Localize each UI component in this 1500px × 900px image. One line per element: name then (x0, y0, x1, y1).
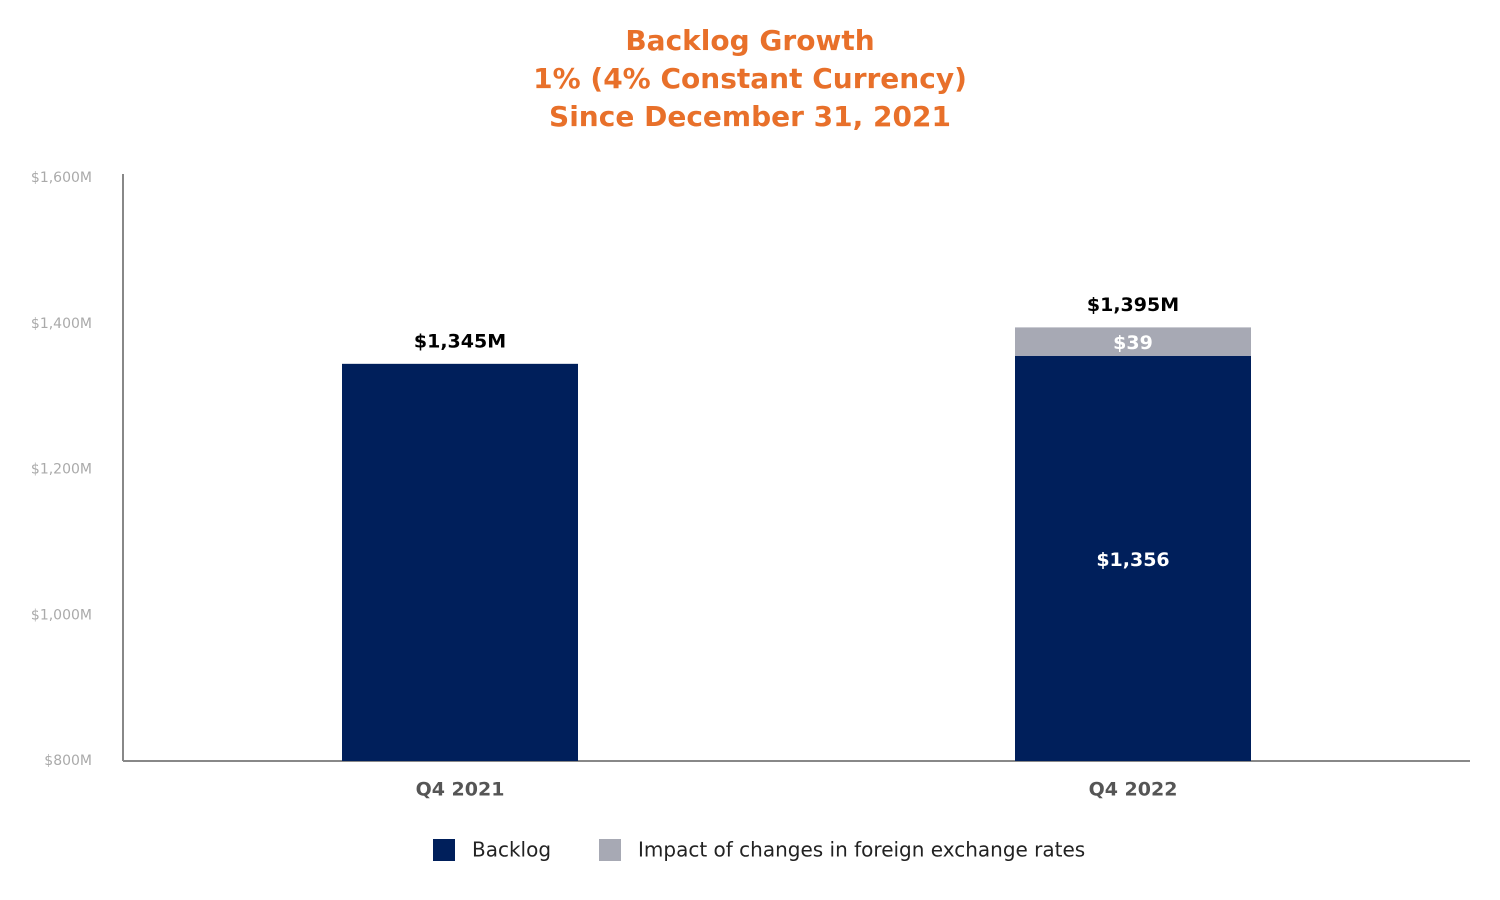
y-tick-label: $1,000M (31, 607, 92, 623)
legend-swatch (599, 839, 621, 861)
legend-label: Impact of changes in foreign exchange ra… (638, 838, 1085, 862)
y-tick-label: $1,400M (31, 316, 92, 332)
chart-title: Since December 31, 2021 (549, 100, 951, 133)
bar-segment (1015, 327, 1251, 356)
chart-title: Backlog Growth (625, 24, 874, 57)
data-label: $39 (1113, 332, 1153, 354)
total-label: $1,345M (414, 330, 506, 352)
y-tick-label: $1,600M (31, 170, 92, 186)
legend-swatch (433, 839, 455, 861)
x-tick-label: Q4 2021 (416, 779, 505, 801)
total-label: $1,395M (1087, 294, 1179, 316)
y-tick-label: $800M (44, 753, 92, 769)
legend-label: Backlog (472, 838, 551, 862)
bar-segment (1015, 355, 1251, 761)
chart-title: 1% (4% Constant Currency) (533, 62, 967, 95)
bar-segment (342, 363, 578, 761)
x-tick-label: Q4 2022 (1089, 779, 1178, 801)
data-label: $1,356 (1096, 549, 1169, 571)
y-tick-label: $1,200M (31, 462, 92, 478)
